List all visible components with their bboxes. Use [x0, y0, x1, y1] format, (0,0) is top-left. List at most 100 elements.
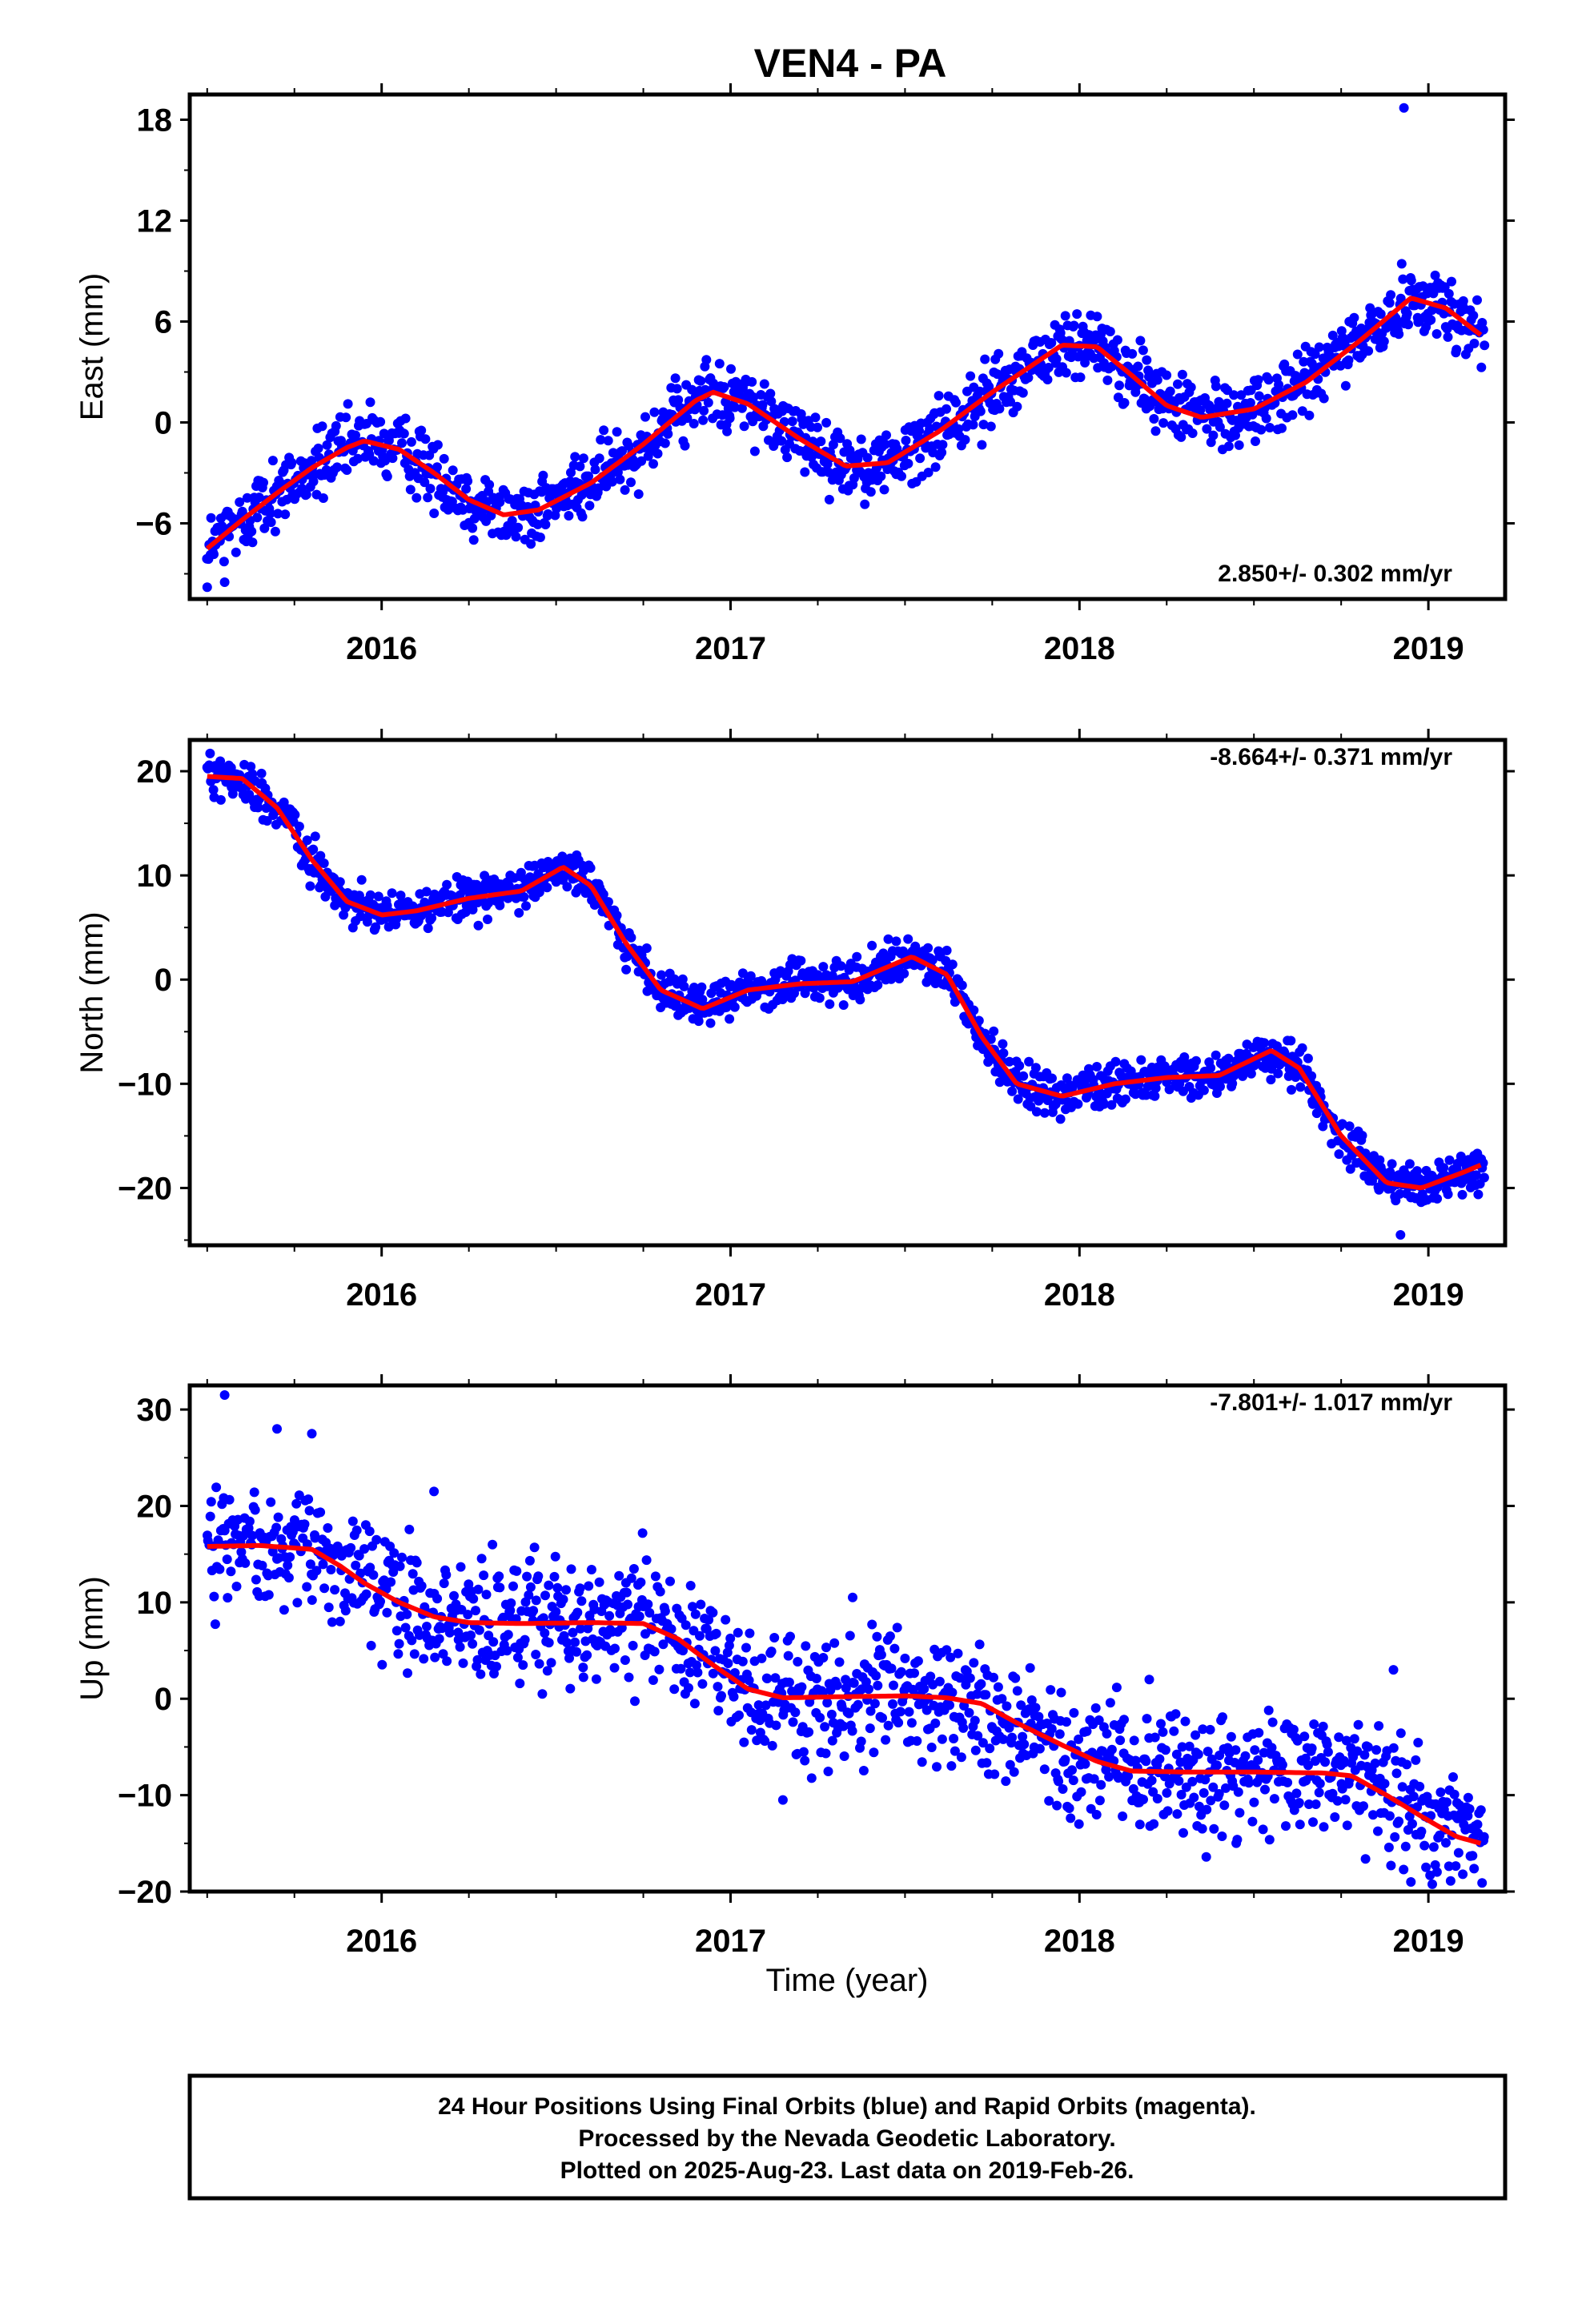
up-data-point	[1066, 1813, 1075, 1823]
up-data-point	[1046, 1685, 1055, 1695]
up-data-point	[1153, 1794, 1162, 1803]
up-data-point	[1307, 1743, 1317, 1753]
up-data-point	[820, 1722, 829, 1731]
east-data-point	[1092, 312, 1102, 321]
up-data-point	[958, 1723, 968, 1733]
panel-north: −20 −10 0 10 20 2016 2017 2018 2019 North (mm) -8.…	[74, 729, 1515, 1313]
up-data-point	[969, 1658, 978, 1667]
up-data-point	[684, 1683, 693, 1693]
north-data-point	[818, 962, 828, 971]
up-data-point	[1399, 1865, 1408, 1875]
up-data-point	[648, 1675, 658, 1685]
east-data-point	[1432, 329, 1442, 339]
up-data-point	[479, 1570, 488, 1580]
east-data-point	[1061, 311, 1070, 320]
north-data-point	[1031, 1063, 1041, 1072]
up-outlier-point	[848, 1593, 857, 1602]
up-data-point	[456, 1642, 465, 1652]
up-data-point	[769, 1633, 779, 1642]
east-data-point	[342, 465, 351, 475]
east-data-point	[1407, 275, 1416, 285]
up-data-point	[335, 1617, 345, 1626]
east-data-point	[1256, 425, 1266, 435]
up-data-point	[525, 1556, 535, 1566]
east-data-point	[698, 416, 708, 425]
north-data-point	[899, 969, 909, 979]
up-data-point	[1217, 1831, 1227, 1841]
north-y-tick-label: 10	[137, 858, 173, 894]
north-data-point	[474, 921, 484, 931]
north-data-point	[891, 936, 901, 946]
x-axis-label: Time (year)	[766, 1963, 929, 1998]
east-data-point	[1287, 410, 1297, 420]
up-data-point	[768, 1741, 777, 1751]
up-outlier-point	[429, 1486, 439, 1496]
up-data-point	[302, 1582, 311, 1592]
up-data-point	[307, 1595, 317, 1605]
up-data-point	[393, 1649, 403, 1659]
up-data-point	[897, 1667, 906, 1677]
east-data-point	[994, 349, 1003, 359]
up-data-point	[1031, 1703, 1041, 1712]
north-data-point	[730, 1003, 740, 1012]
east-data-point	[513, 523, 523, 533]
east-data-point	[526, 539, 536, 549]
up-data-point	[896, 1707, 905, 1716]
up-data-point	[1384, 1843, 1394, 1852]
up-data-point	[1309, 1719, 1319, 1729]
east-data-point	[931, 462, 941, 472]
north-data-point	[1073, 1100, 1082, 1109]
up-data-point	[1278, 1760, 1287, 1770]
up-outlier-point	[272, 1424, 282, 1433]
east-data-point	[1476, 363, 1486, 372]
up-data-point	[1392, 1768, 1402, 1778]
up-data-point	[271, 1523, 281, 1533]
up-data-point	[1458, 1869, 1468, 1879]
up-data-point	[935, 1677, 945, 1687]
east-data-point	[1470, 339, 1480, 348]
up-data-point	[620, 1655, 630, 1665]
east-data-point	[1459, 296, 1468, 306]
up-data-point	[1060, 1755, 1070, 1764]
north-data-point	[873, 980, 882, 990]
east-y-axis-label: East (mm)	[74, 273, 110, 420]
north-data-point	[1405, 1159, 1415, 1168]
east-data-point	[1070, 321, 1079, 331]
up-data-point	[1319, 1722, 1328, 1731]
up-x-tick-label: 2016	[346, 1924, 417, 1959]
up-data-point	[889, 1644, 899, 1654]
north-data-point	[514, 908, 524, 918]
up-data-point	[651, 1571, 661, 1581]
east-data-point	[876, 472, 885, 481]
up-data-point	[1178, 1828, 1188, 1838]
up-data-point	[887, 1663, 897, 1673]
east-data-point	[318, 421, 327, 431]
up-data-point	[885, 1631, 895, 1641]
north-x-tick-label: 2018	[1044, 1277, 1115, 1313]
up-data-point	[853, 1700, 863, 1710]
east-data-point	[1224, 441, 1234, 451]
north-data-point	[1374, 1185, 1383, 1195]
east-data-point	[1397, 259, 1407, 268]
east-data-point	[1072, 309, 1082, 319]
east-data-point	[1186, 383, 1196, 392]
up-data-point	[1172, 1809, 1182, 1819]
up-data-point	[1019, 1739, 1029, 1749]
up-data-point	[417, 1581, 427, 1590]
up-data-point	[326, 1565, 335, 1574]
up-data-point	[630, 1696, 640, 1706]
up-data-point	[445, 1628, 455, 1638]
up-data-point	[643, 1599, 652, 1609]
east-data-point	[1113, 336, 1122, 345]
east-outlier-point	[1399, 103, 1409, 113]
up-data-point	[966, 1674, 975, 1683]
east-data-point	[1162, 371, 1171, 380]
up-data-point	[1035, 1744, 1045, 1754]
east-data-point	[1403, 320, 1413, 329]
up-data-point	[793, 1657, 802, 1667]
up-data-point	[785, 1632, 795, 1642]
up-data-point	[305, 1506, 315, 1515]
up-outlier-point	[1406, 1877, 1415, 1887]
up-data-point	[1386, 1861, 1395, 1871]
up-data-point	[610, 1663, 620, 1673]
